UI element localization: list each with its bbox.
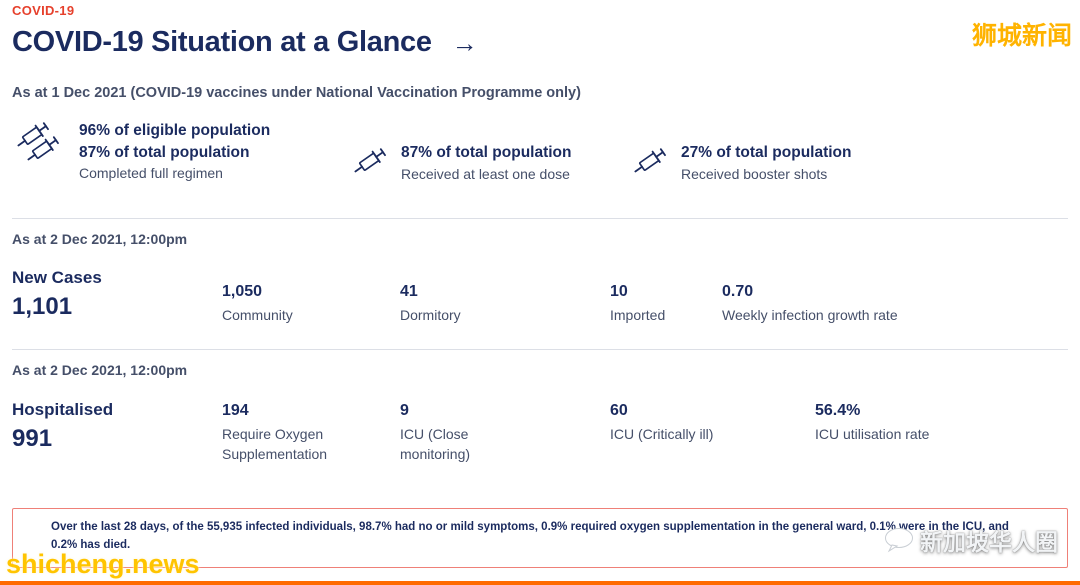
double-syringe-icon [12, 120, 70, 168]
stat-value: 56.4% [815, 402, 861, 419]
vaccination-stats: 96% of eligible population 87% of total … [12, 120, 1068, 206]
stat-value: 10 [610, 283, 628, 300]
page-title: COVID-19 Situation at a Glance [12, 26, 432, 58]
vax-text: 96% of eligible population 87% of total … [79, 120, 270, 184]
stat-label: ICU (Critically ill) [610, 426, 714, 442]
vax-text: 87% of total population Received at leas… [401, 142, 572, 184]
kicker: COVID-19 [12, 3, 75, 18]
title-row: COVID-19 Situation at a Glance → [12, 26, 1068, 59]
stat-dormitory: 41 Dormitory [400, 283, 461, 326]
vax-caption: Received at least one dose [401, 165, 570, 182]
vax-full-regimen: 96% of eligible population 87% of total … [12, 120, 270, 184]
vax-stat-line: 87% of total population [401, 144, 572, 161]
stat-label: Imported [610, 307, 666, 323]
vax-stat-line: 27% of total population [681, 144, 852, 161]
bottom-accent-bar [0, 581, 1080, 585]
new-cases-head: New Cases 1,101 [12, 268, 102, 321]
stat-value: 60 [610, 402, 628, 419]
vax-booster: 27% of total population Received booster… [630, 142, 852, 184]
subtitle: As at 1 Dec 2021 (COVID-19 vaccines unde… [12, 85, 581, 101]
stat-icu-critical: 60 ICU (Critically ill) [610, 402, 713, 445]
stat-community: 1,050 Community [222, 283, 293, 326]
stat-label: ICU utilisation rate [815, 426, 930, 442]
divider [12, 218, 1068, 219]
divider [12, 349, 1068, 350]
stat-value: 194 [222, 402, 249, 419]
stat-icu-utilisation: 56.4% ICU utilisation rate [815, 402, 929, 445]
vax-stat-line: 87% of total population [79, 143, 250, 161]
stat-growth-rate: 0.70 Weekly infection growth rate [722, 283, 898, 326]
stat-label: ICU (Close monitoring) [400, 426, 471, 462]
vax-caption: Completed full regimen [79, 165, 223, 182]
new-cases-section: New Cases 1,101 1,050 Community 41 Dormi… [12, 268, 1068, 360]
vax-caption: Received booster shots [681, 165, 828, 182]
syringe-icon [630, 142, 672, 178]
hospitalised-total: 991 [12, 425, 53, 452]
stat-value: 9 [400, 402, 409, 419]
stat-value: 0.70 [722, 283, 754, 300]
stat-icu-monitoring: 9 ICU (Close monitoring) [400, 402, 496, 464]
footnote-box: Over the last 28 days, of the 55,935 inf… [12, 508, 1068, 568]
as-at-line: As at 2 Dec 2021, 12:00pm [12, 231, 188, 247]
stat-label: Require Oxygen Supplementation [222, 426, 328, 462]
section-title: Hospitalised [12, 400, 114, 419]
vax-text: 27% of total population Received booster… [681, 142, 852, 184]
section-title: New Cases [12, 268, 102, 287]
hospitalised-section: Hospitalised 991 194 Require Oxygen Supp… [12, 400, 1068, 492]
stat-label: Dormitory [400, 307, 461, 323]
stat-oxygen: 194 Require Oxygen Supplementation [222, 402, 350, 464]
stat-imported: 10 Imported [610, 283, 665, 326]
as-at-line: As at 2 Dec 2021, 12:00pm [12, 362, 188, 378]
stat-value: 1,050 [222, 283, 263, 300]
stat-label: Weekly infection growth rate [722, 307, 898, 323]
vax-stat-line: 96% of eligible population [79, 122, 271, 139]
syringe-icon [350, 142, 392, 178]
stat-label: Community [222, 307, 293, 323]
vax-one-dose: 87% of total population Received at leas… [350, 142, 572, 184]
hospitalised-head: Hospitalised 991 [12, 400, 113, 453]
footnote-text: Over the last 28 days, of the 55,935 inf… [51, 521, 1009, 552]
stat-value: 41 [400, 283, 418, 300]
new-cases-total: 1,101 [12, 293, 73, 320]
arrow-right-icon[interactable]: → [451, 27, 478, 58]
